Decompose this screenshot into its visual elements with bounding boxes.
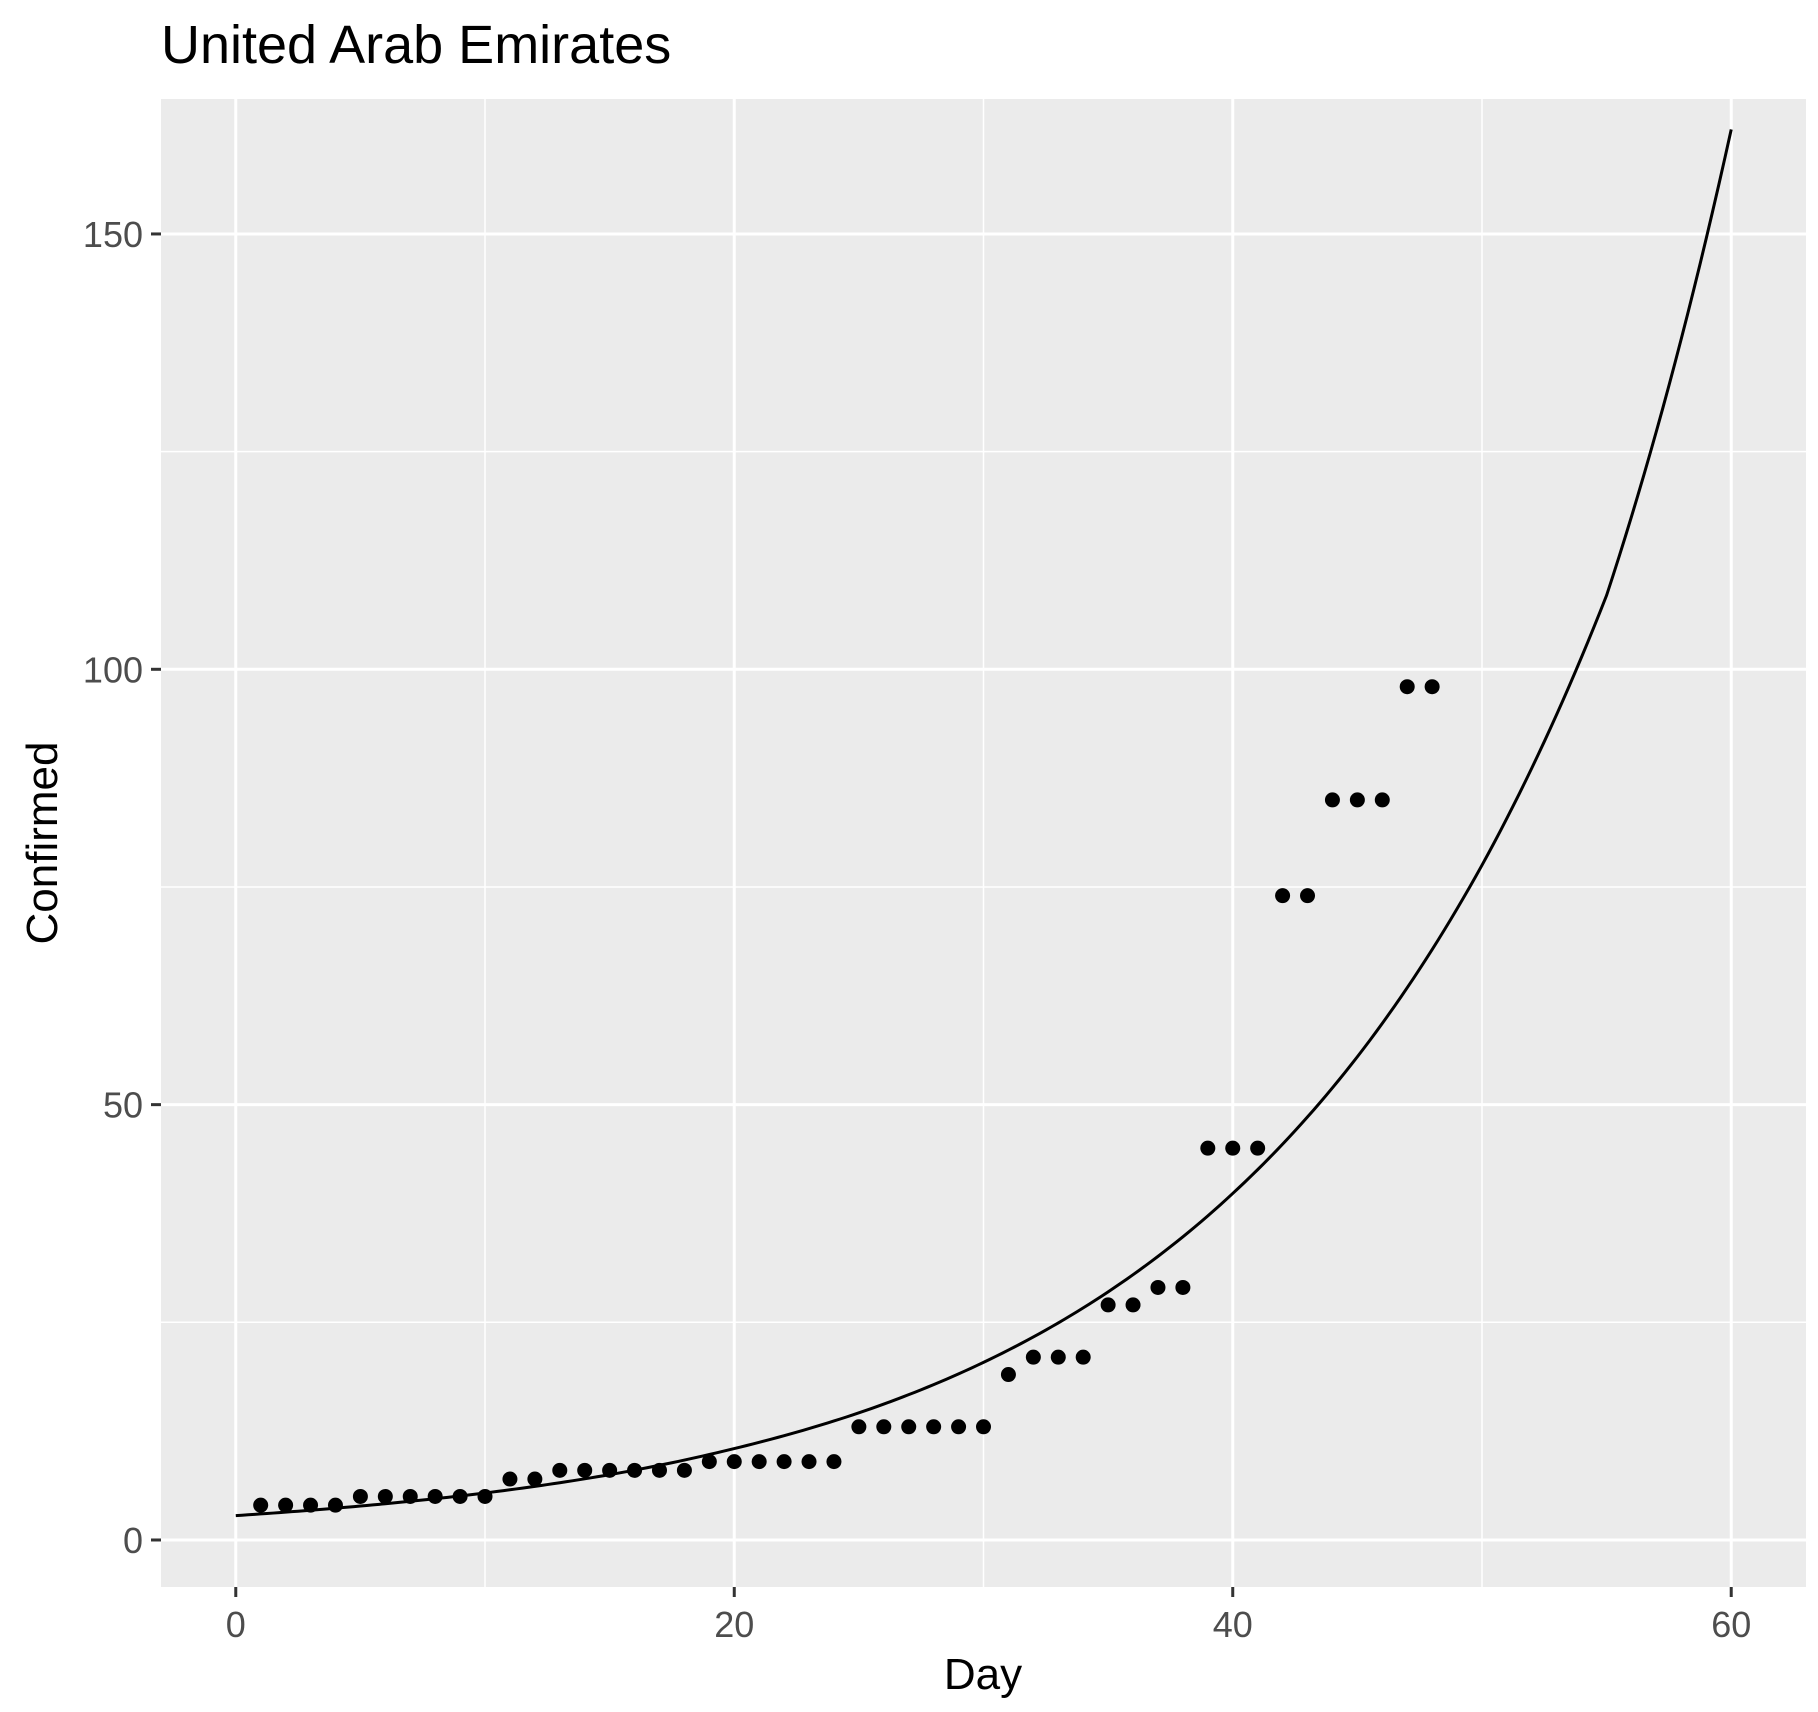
- data-point: [1175, 1279, 1191, 1295]
- data-point: [951, 1419, 967, 1435]
- data-point: [1000, 1367, 1016, 1383]
- data-point: [352, 1488, 368, 1504]
- data-point: [1025, 1349, 1041, 1365]
- data-point: [1100, 1297, 1116, 1313]
- data-point: [1300, 888, 1316, 904]
- data-point: [552, 1462, 568, 1478]
- y-tick-label: 50: [103, 1085, 143, 1126]
- x-tick-label: 0: [226, 1604, 246, 1645]
- y-tick-label: 0: [123, 1520, 143, 1561]
- x-tick-label: 20: [714, 1604, 754, 1645]
- data-point: [1399, 679, 1415, 695]
- data-point: [502, 1471, 518, 1487]
- chart-title: United Arab Emirates: [161, 15, 671, 75]
- data-point: [477, 1488, 493, 1504]
- data-point: [751, 1454, 767, 1470]
- data-point: [1075, 1349, 1091, 1365]
- data-point: [253, 1497, 269, 1513]
- data-point: [726, 1454, 742, 1470]
- data-point: [377, 1488, 393, 1504]
- x-axis: 0 20 40 60: [226, 1587, 1751, 1645]
- data-point: [851, 1419, 867, 1435]
- data-point: [627, 1462, 643, 1478]
- major-gridlines: [161, 99, 1806, 1587]
- x-tick-label: 40: [1213, 1604, 1253, 1645]
- y-axis-title: Confirmed: [18, 742, 67, 945]
- data-point: [926, 1419, 942, 1435]
- data-point: [452, 1488, 468, 1504]
- data-point: [278, 1497, 294, 1513]
- y-tick-label: 150: [83, 214, 143, 255]
- data-point: [1250, 1140, 1266, 1156]
- points-layer: [253, 679, 1440, 1513]
- data-point: [402, 1488, 418, 1504]
- data-point: [1125, 1297, 1141, 1313]
- y-axis: 0 50 100 150: [83, 214, 161, 1561]
- y-tick-label: 100: [83, 649, 143, 690]
- data-point: [826, 1454, 842, 1470]
- x-axis-title: Day: [944, 1650, 1022, 1699]
- x-tick-label: 60: [1711, 1604, 1751, 1645]
- data-point: [1374, 792, 1390, 808]
- data-point: [1275, 888, 1291, 904]
- data-point: [976, 1419, 991, 1435]
- minor-gridlines: [161, 99, 1806, 1587]
- data-point: [1150, 1279, 1166, 1295]
- data-point: [776, 1454, 792, 1470]
- data-point: [1324, 792, 1340, 808]
- data-point: [676, 1462, 692, 1478]
- data-point: [577, 1462, 593, 1478]
- data-point: [602, 1462, 618, 1478]
- data-point: [901, 1419, 917, 1435]
- data-point: [701, 1454, 717, 1470]
- data-point: [1225, 1140, 1241, 1156]
- data-point: [876, 1419, 892, 1435]
- data-point: [1349, 792, 1365, 808]
- data-point: [1200, 1140, 1216, 1156]
- data-point: [327, 1497, 343, 1513]
- data-point: [527, 1471, 543, 1487]
- data-point: [1050, 1349, 1066, 1365]
- data-point: [303, 1497, 319, 1513]
- data-point: [427, 1488, 443, 1504]
- data-point: [1424, 679, 1440, 695]
- data-point: [651, 1462, 667, 1478]
- data-point: [801, 1454, 817, 1470]
